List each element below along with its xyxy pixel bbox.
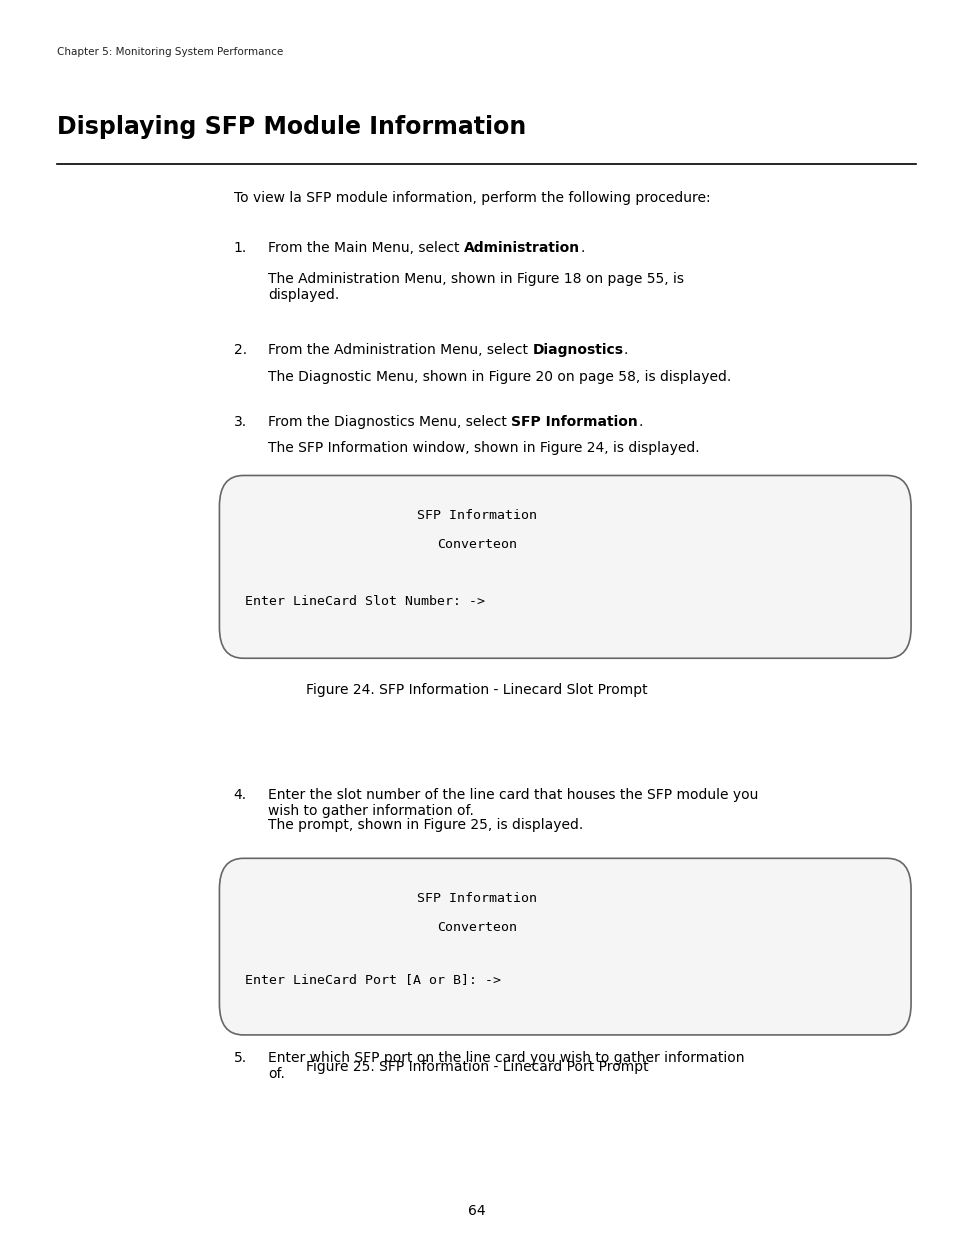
Text: The SFP Information window, shown in Figure 24, is displayed.: The SFP Information window, shown in Fig… bbox=[268, 441, 699, 454]
Text: From the Administration Menu, select: From the Administration Menu, select bbox=[268, 343, 532, 357]
Text: Displaying SFP Module Information: Displaying SFP Module Information bbox=[57, 115, 526, 138]
Text: .: . bbox=[623, 343, 627, 357]
Text: 3.: 3. bbox=[233, 415, 247, 429]
Text: SFP Information: SFP Information bbox=[416, 892, 537, 905]
Text: SFP Information: SFP Information bbox=[511, 415, 638, 429]
FancyBboxPatch shape bbox=[219, 475, 910, 658]
Text: Enter LineCard Port [A or B]: ->: Enter LineCard Port [A or B]: -> bbox=[245, 973, 500, 987]
Text: 5.: 5. bbox=[233, 1051, 247, 1065]
Text: From the Main Menu, select: From the Main Menu, select bbox=[268, 241, 463, 254]
Text: The Diagnostic Menu, shown in Figure 20 on page 58, is displayed.: The Diagnostic Menu, shown in Figure 20 … bbox=[268, 370, 731, 384]
Text: Enter LineCard Slot Number: ->: Enter LineCard Slot Number: -> bbox=[245, 595, 485, 609]
Text: Enter the slot number of the line card that houses the SFP module you
wish to ga: Enter the slot number of the line card t… bbox=[268, 788, 758, 818]
FancyBboxPatch shape bbox=[219, 858, 910, 1035]
Text: The Administration Menu, shown in Figure 18 on page 55, is
displayed.: The Administration Menu, shown in Figure… bbox=[268, 272, 683, 301]
Text: 4.: 4. bbox=[233, 788, 247, 802]
Text: Figure 24. SFP Information - Linecard Slot Prompt: Figure 24. SFP Information - Linecard Sl… bbox=[306, 683, 647, 697]
Text: 64: 64 bbox=[468, 1204, 485, 1218]
Text: SFP Information: SFP Information bbox=[416, 509, 537, 522]
Text: Figure 25. SFP Information - Linecard Port Prompt: Figure 25. SFP Information - Linecard Po… bbox=[305, 1060, 648, 1073]
Text: To view la SFP module information, perform the following procedure:: To view la SFP module information, perfo… bbox=[233, 191, 710, 205]
Text: The prompt, shown in Figure 25, is displayed.: The prompt, shown in Figure 25, is displ… bbox=[268, 818, 582, 831]
Text: Converteon: Converteon bbox=[436, 538, 517, 552]
Text: Enter which SFP port on the line card you wish to gather information
of.: Enter which SFP port on the line card yo… bbox=[268, 1051, 743, 1081]
Text: 2.: 2. bbox=[233, 343, 247, 357]
Text: 1.: 1. bbox=[233, 241, 247, 254]
Text: From the Diagnostics Menu, select: From the Diagnostics Menu, select bbox=[268, 415, 511, 429]
Text: .: . bbox=[638, 415, 641, 429]
Text: Diagnostics: Diagnostics bbox=[532, 343, 623, 357]
Text: .: . bbox=[579, 241, 584, 254]
Text: Converteon: Converteon bbox=[436, 921, 517, 935]
Text: Chapter 5: Monitoring System Performance: Chapter 5: Monitoring System Performance bbox=[57, 47, 283, 57]
Text: Administration: Administration bbox=[463, 241, 579, 254]
